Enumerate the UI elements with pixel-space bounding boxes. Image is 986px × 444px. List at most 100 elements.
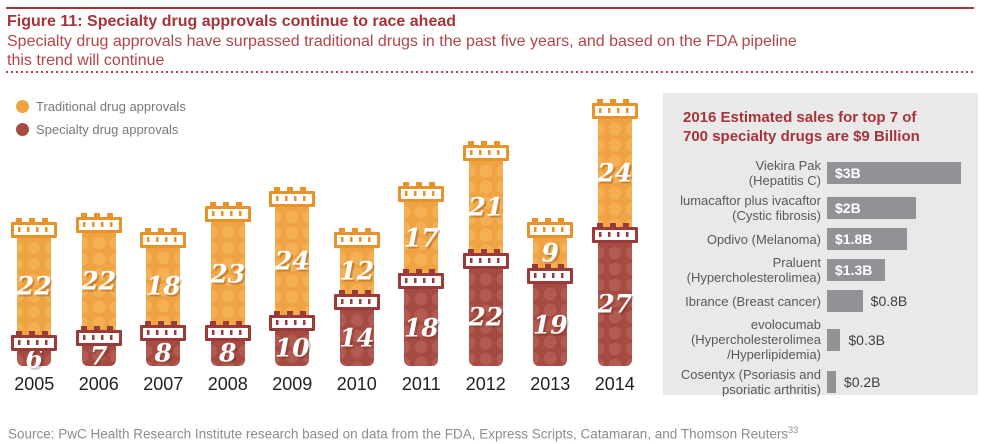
traditional-bottle-body: 22	[81, 232, 116, 330]
specialty-segment: 14	[333, 289, 380, 366]
legend-item-specialty: Specialty drug approvals	[16, 122, 186, 137]
specialty-bottle-cap-icon	[333, 289, 380, 310]
year-label: 2006	[78, 374, 119, 394]
specialty-bottle-cap-icon	[75, 325, 122, 346]
year-column-2010: 12 14 2010	[325, 228, 390, 395]
year-label: 2008	[207, 374, 248, 394]
year-label: 2005	[14, 374, 55, 394]
specialty-count-label: 8	[154, 338, 172, 368]
traditional-segment: 24	[591, 99, 638, 227]
sales-bar	[827, 371, 836, 393]
specialty-bottle-body: 10	[275, 330, 310, 366]
drug-label: Cosentyx (Psoriasis and psoriatic arthrit…	[680, 367, 821, 397]
specialty-count-label: 8	[219, 338, 237, 368]
specialty-bottle-body: 7	[81, 341, 116, 370]
sales-bar: $2B	[827, 197, 917, 219]
specialty-bottle-body: 22	[468, 268, 504, 366]
specialty-count-label: 22	[468, 302, 504, 332]
legend-label-specialty: Specialty drug approvals	[36, 122, 179, 137]
sales-value-label: $0.2B	[843, 374, 881, 390]
traditional-bottle-cap-icon	[140, 228, 187, 249]
specialty-bottle-cap-icon	[527, 264, 574, 285]
subtitle-line-2: this trend will continue	[7, 52, 165, 69]
year-column-2006: 22 7 2006	[67, 212, 132, 395]
specialty-bottle-body: 18	[404, 289, 439, 366]
subtitle-line-1: Specialty drug approvals have surpassed …	[7, 33, 797, 50]
traditional-count-label: 21	[468, 192, 504, 222]
sales-value-label: $0.3B	[848, 331, 885, 348]
panel-title-line-1: 2016 Estimated sales for top 7 of	[683, 109, 917, 126]
traditional-segment: 9	[527, 217, 574, 269]
legend-item-traditional: Traditional drug approvals	[16, 99, 186, 114]
traditional-segment: 21	[462, 140, 509, 253]
traditional-segment: 24	[269, 186, 316, 315]
specialty-legend-dot-icon	[16, 123, 29, 136]
specialty-segment: 18	[398, 269, 445, 366]
source-text: Source: PwC Health Research Institute re…	[8, 426, 789, 441]
year-column-2013: 9 19 2013	[518, 217, 583, 395]
sales-row: Opdivo (Melanoma) $1.8B	[666, 228, 970, 250]
drug-label: Praluent (Hypercholesterolimea)	[686, 255, 821, 285]
year-column-2008: 23 8 2008	[196, 202, 261, 395]
traditional-segment: 23	[204, 202, 251, 325]
legend-label-traditional: Traditional drug approvals	[36, 99, 186, 114]
specialty-bottle-cap-icon	[11, 331, 58, 352]
specialty-segment: 27	[591, 222, 638, 366]
specialty-segment: 22	[462, 248, 509, 366]
sales-bar: $1.3B	[827, 259, 885, 281]
panel-title-line-2: 700 specialty drugs are $9 Billion	[683, 128, 920, 145]
specialty-count-label: 6	[25, 344, 43, 374]
specialty-count-label: 27	[597, 289, 633, 319]
sales-bar-zone: $1.3B	[827, 259, 970, 281]
panel-title: 2016 Estimated sales for top 7 of 700 sp…	[683, 108, 970, 146]
year-label: 2009	[272, 374, 313, 394]
year-column-2014: 24 27 2014	[583, 99, 648, 395]
specialty-bottle-cap-icon	[269, 310, 316, 331]
specialty-bottle-body: 6	[17, 344, 52, 373]
traditional-count-label: 17	[403, 223, 439, 253]
year-column-2007: 18 8 2007	[131, 228, 196, 395]
figure-title: Figure 11: Specialty drug approvals cont…	[7, 13, 457, 30]
year-label: 2013	[530, 374, 571, 394]
specialty-bottle-body: 8	[210, 338, 245, 368]
sales-value-label: $0.8B	[870, 293, 908, 309]
sales-row: Cosentyx (Psoriasis and psoriatic arthrit…	[666, 367, 970, 397]
traditional-segment: 17	[398, 181, 445, 274]
specialty-bottle-cap-icon	[140, 320, 187, 341]
traditional-bottle-body: 23	[210, 222, 245, 325]
specialty-bottle-body: 27	[597, 242, 633, 366]
drug-label: Opdivo (Melanoma)	[706, 231, 821, 247]
drug-label: evolocumab (Hypercholesterolimea/Hyperlip…	[690, 317, 821, 362]
year-column-2005: 22 6 2005	[2, 217, 67, 395]
specialty-bottle-body: 8	[146, 338, 181, 368]
sales-bar-zone: $0.8B	[827, 290, 970, 312]
sales-row: Praluent (Hypercholesterolimea) $1.3B	[666, 255, 970, 285]
drug-label: Viekira Pak (Hepatitis C)	[748, 158, 821, 188]
traditional-bottle-cap-icon	[269, 186, 316, 207]
specialty-count-label: 7	[90, 341, 108, 371]
traditional-bottle-body: 12	[339, 248, 375, 294]
specialty-bottle-body: 19	[533, 284, 568, 366]
sales-bar-zone: $0.2B	[827, 371, 970, 393]
traditional-count-label: 9	[541, 238, 559, 268]
sales-bar	[827, 290, 863, 312]
sales-row: Viekira Pak (Hepatitis C) $3B	[666, 158, 970, 188]
traditional-bottle-cap-icon	[11, 217, 58, 238]
specialty-bottle-cap-icon	[591, 222, 638, 243]
traditional-bottle-cap-icon	[398, 181, 445, 202]
sales-side-panel: 2016 Estimated sales for top 7 of 700 sp…	[663, 93, 978, 397]
footnote-reference: 33	[788, 424, 799, 435]
source-note: Source: PwC Health Research Institute re…	[8, 425, 798, 442]
specialty-bottle-cap-icon	[462, 248, 509, 269]
sales-value-label: $2B	[835, 200, 861, 216]
specialty-segment: 7	[75, 325, 122, 370]
traditional-segment: 22	[11, 217, 58, 336]
year-label: 2011	[401, 374, 441, 394]
chart-legend: Traditional drug approvals Specialty dru…	[16, 99, 186, 145]
year-label: 2010	[336, 374, 377, 394]
drug-label: lumacaftor plus ivacaftor (Cystic fibrosi…	[680, 193, 821, 223]
sales-bar: $1.8B	[827, 228, 908, 250]
sales-row: evolocumab (Hypercholesterolimea/Hyperlip…	[666, 317, 970, 362]
traditional-count-label: 12	[339, 256, 375, 286]
